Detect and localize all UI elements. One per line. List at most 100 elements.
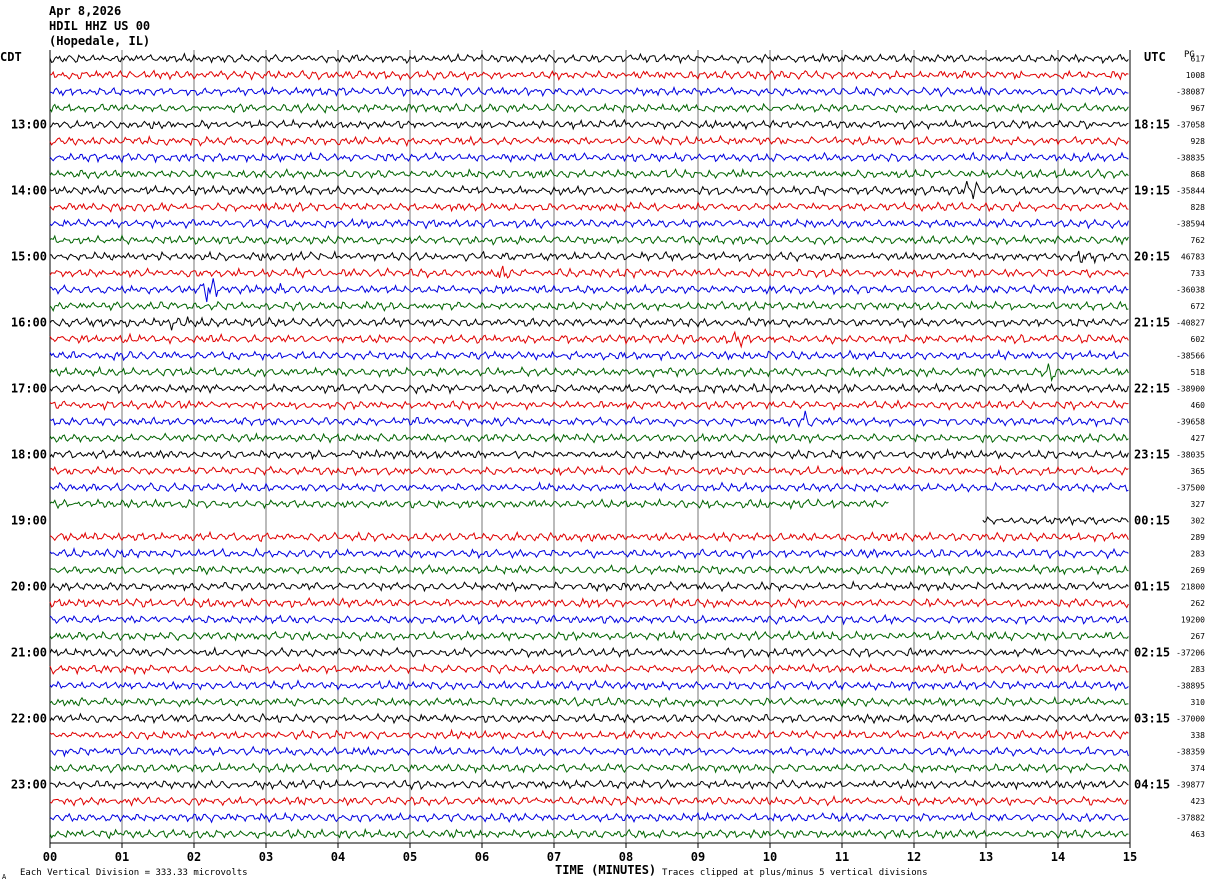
trace-line (49, 695, 1129, 709)
footer-scale-note: Each Vertical Division = 333.33 microvol… (20, 868, 248, 878)
left-hour-label: 19:00 (11, 514, 47, 528)
right-trace-value: 46783 (1181, 253, 1205, 262)
right-hour-label: 01:15 (1134, 580, 1170, 594)
right-trace-value: -37206 (1176, 649, 1205, 658)
right-trace-value: 327 (1191, 500, 1206, 509)
x-tick-label: 14 (1051, 850, 1065, 864)
footer-clip-note: Traces clipped at plus/minus 5 vertical … (662, 868, 928, 878)
right-trace-value: 262 (1191, 599, 1206, 608)
right-trace-value: 338 (1191, 731, 1206, 740)
x-tick-label: 04 (331, 850, 345, 864)
right-hour-label: 02:15 (1134, 646, 1170, 660)
trace-line (49, 712, 1129, 725)
trace-line (49, 662, 1129, 676)
right-trace-value: -37000 (1176, 715, 1205, 724)
right-trace-value: -38087 (1176, 88, 1205, 97)
right-trace-value: -38566 (1176, 352, 1205, 361)
trace-line (49, 102, 1129, 114)
right-hour-label: 23:15 (1134, 448, 1170, 462)
trace-line (49, 330, 1129, 349)
right-trace-value: -38835 (1176, 154, 1205, 163)
right-corner-label: PG (1184, 50, 1195, 60)
trace-line (49, 278, 1129, 303)
trace-line (49, 167, 1129, 180)
right-hour-label: 22:15 (1134, 382, 1170, 396)
trace-line (49, 399, 1129, 412)
right-trace-value: 828 (1191, 203, 1206, 212)
right-trace-value: -38900 (1176, 385, 1205, 394)
right-trace-value: -37500 (1176, 484, 1205, 493)
trace-line (49, 432, 1129, 444)
left-timezone-label: CDT (0, 50, 22, 64)
right-trace-value: 602 (1191, 335, 1206, 344)
right-trace-value: 21800 (1181, 583, 1205, 592)
right-trace-value: 518 (1191, 368, 1206, 377)
trace-line (49, 180, 1129, 200)
x-tick-label: 15 (1123, 850, 1137, 864)
right-trace-value: -39877 (1176, 781, 1205, 790)
trace-line (49, 761, 1129, 774)
right-hour-label: 00:15 (1134, 514, 1170, 528)
right-trace-value: -38594 (1176, 220, 1205, 229)
right-hour-label: 03:15 (1134, 712, 1170, 726)
right-trace-value: 1008 (1186, 71, 1205, 80)
x-tick-label: 10 (763, 850, 777, 864)
right-trace-value: -37058 (1176, 121, 1205, 130)
left-hour-label: 18:00 (11, 448, 47, 462)
trace-line (49, 85, 1129, 98)
trace-line (49, 52, 1129, 65)
footer-mark: A (2, 873, 7, 881)
right-trace-value: -40827 (1176, 319, 1205, 328)
right-trace-value: -38035 (1176, 451, 1205, 460)
trace-line (49, 363, 1129, 383)
right-trace-value: -35844 (1176, 187, 1205, 196)
trace-line (49, 464, 1129, 477)
right-trace-value: 762 (1191, 236, 1206, 245)
trace-line (49, 234, 1129, 246)
trace-line (49, 265, 1129, 280)
right-timezone-label: UTC (1144, 50, 1166, 64)
right-trace-value: 269 (1191, 566, 1206, 575)
right-hour-label: 18:15 (1134, 118, 1170, 132)
right-trace-value: 463 (1191, 830, 1206, 839)
left-hour-label: 16:00 (11, 316, 47, 330)
right-trace-value: 460 (1191, 401, 1206, 410)
right-trace-value: -36038 (1176, 286, 1205, 295)
left-hour-label: 21:00 (11, 646, 47, 660)
x-tick-label: 02 (187, 850, 201, 864)
right-hour-label: 20:15 (1134, 250, 1170, 264)
trace-line (49, 200, 1129, 213)
x-tick-label: 00 (43, 850, 57, 864)
right-trace-value: 365 (1191, 467, 1206, 476)
x-axis-title: TIME (MINUTES) (555, 863, 657, 877)
left-hour-label: 14:00 (11, 184, 47, 198)
right-trace-value: 427 (1191, 434, 1206, 443)
right-trace-value: 289 (1191, 533, 1206, 542)
trace-line (49, 811, 1129, 824)
right-hour-label: 04:15 (1134, 778, 1170, 792)
header-location: (Hopedale, IL) (49, 34, 151, 48)
trace-line (49, 646, 1129, 659)
x-tick-label: 08 (619, 850, 633, 864)
left-hour-label: 15:00 (11, 250, 47, 264)
trace-line (49, 410, 1129, 429)
x-tick-label: 07 (547, 850, 561, 864)
left-hour-label: 23:00 (11, 778, 47, 792)
trace-line (49, 69, 1129, 81)
x-tick-label: 01 (115, 850, 129, 864)
trace-line (49, 745, 1129, 758)
right-trace-value: 928 (1191, 137, 1206, 146)
right-trace-value: -37882 (1176, 814, 1205, 823)
trace-line (49, 497, 889, 511)
x-tick-label: 11 (835, 850, 849, 864)
trace-line (49, 613, 1129, 626)
right-trace-value: 733 (1191, 269, 1206, 278)
trace-line (49, 481, 1129, 493)
trace-line (49, 794, 1129, 807)
right-trace-value: -39658 (1176, 418, 1205, 427)
trace-line (49, 778, 1129, 791)
x-tick-label: 13 (979, 850, 993, 864)
right-trace-value: 302 (1191, 517, 1206, 526)
x-tick-label: 05 (403, 850, 417, 864)
